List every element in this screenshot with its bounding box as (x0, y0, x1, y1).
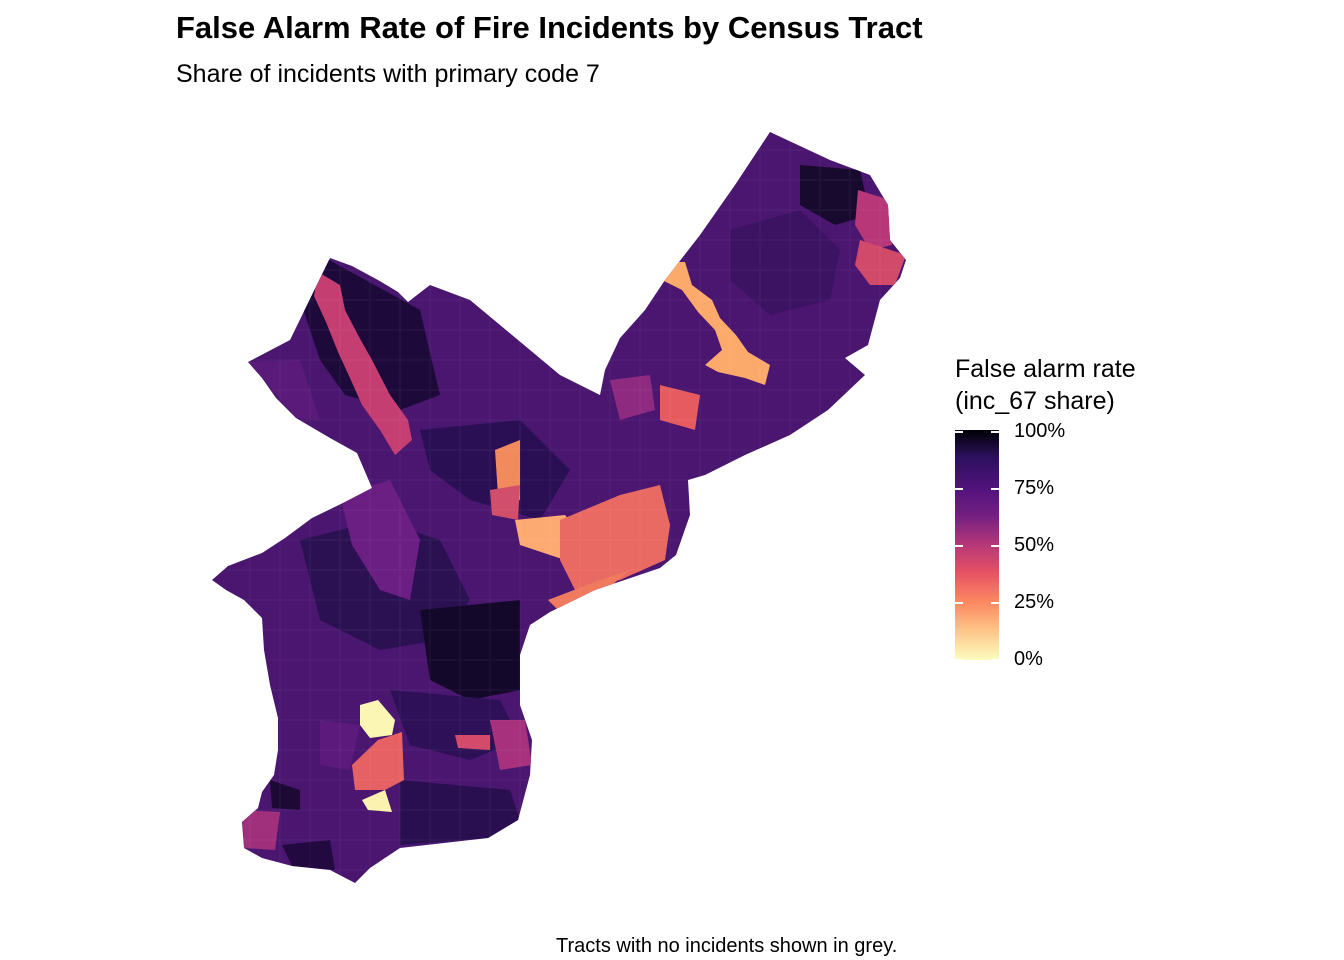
legend-tick-100 (955, 431, 963, 433)
legend-label-100: 100% (1014, 420, 1066, 442)
legend-tick-100-right (991, 431, 999, 433)
tract-southwest-dark (270, 780, 300, 810)
chart-subtitle: Share of incidents with primary code 7 (176, 60, 600, 88)
chart-caption: Tracts with no incidents shown in grey. (556, 935, 898, 957)
legend-label-25: 25% (1014, 591, 1055, 613)
tract-central-pink (490, 485, 520, 520)
tract-pennypack-corridor (655, 262, 770, 385)
legend-tick-50-right (991, 545, 999, 547)
tract-southwest-yellow-1 (360, 700, 395, 738)
legend-title-line1: False alarm rate (955, 355, 1136, 383)
legend-label-75: 75% (1014, 477, 1055, 499)
tract-center-city-dark (420, 600, 520, 700)
tract-region-northwest-medium (248, 360, 320, 420)
tract-region-northeast-edge (855, 190, 892, 250)
tract-southwest-dark-2 (282, 840, 335, 870)
tract-southwest-magenta (242, 810, 280, 850)
legend-title-line2: (inc_67 share) (955, 387, 1115, 415)
choropleth-map (212, 132, 906, 883)
chart-title: False Alarm Rate of Fire Incidents by Ce… (176, 10, 923, 45)
tract-southeast-pink (490, 720, 532, 770)
legend-tick-25 (955, 602, 963, 604)
tract-northeast-salmon (660, 385, 700, 430)
legend-label-50: 50% (1014, 534, 1055, 556)
tract-southwest-salmon (352, 732, 404, 790)
tract-river-wards-salmon (560, 485, 670, 590)
legend-tick-75 (955, 488, 963, 490)
legend-tick-0 (955, 659, 963, 661)
tract-southwest-medium (320, 720, 360, 770)
tract-southwest-yellow-2 (362, 790, 392, 812)
tract-region-northeast-pink (855, 240, 906, 285)
legend-tick-75-right (991, 488, 999, 490)
tract-wissahickon-corridor (314, 272, 412, 455)
tract-fairmount-park (340, 480, 420, 600)
legend-title: False alarm rate (inc_67 share) (955, 353, 1136, 417)
tract-region-northeast-purple (730, 210, 840, 315)
tract-region-central-dark (420, 420, 570, 520)
tract-northeast-mid (610, 375, 655, 420)
tract-south-purple (400, 780, 520, 845)
legend-tick-50 (955, 545, 963, 547)
legend-tick-0-right (991, 659, 999, 661)
legend-label-0: 0% (1014, 648, 1043, 670)
tract-kensington-orange (495, 440, 520, 500)
legend-tick-25-right (991, 602, 999, 604)
tract-region-far-northeast-dark (800, 165, 870, 225)
tract-lower-pink (455, 735, 490, 750)
tract-fishtown-orange (548, 570, 630, 612)
